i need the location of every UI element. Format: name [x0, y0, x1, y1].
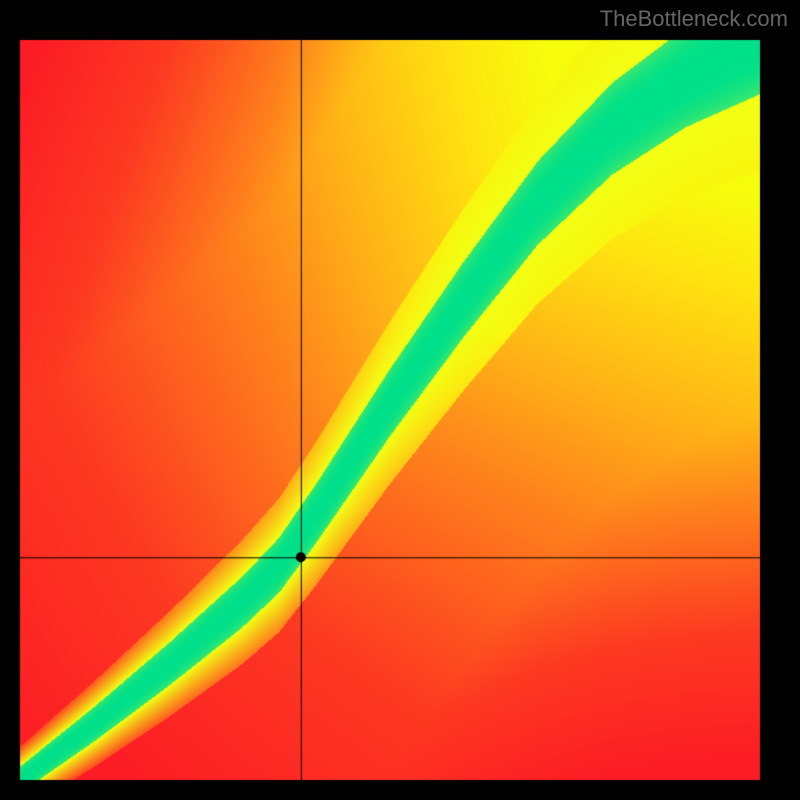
bottleneck-heatmap	[0, 0, 800, 800]
watermark-text: TheBottleneck.com	[600, 6, 788, 32]
